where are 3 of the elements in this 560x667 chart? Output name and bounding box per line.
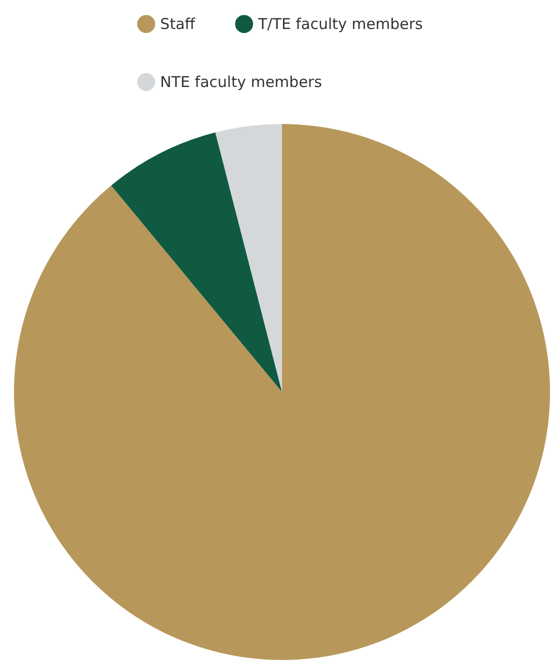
- legend-label: NTE faculty members: [160, 73, 322, 91]
- legend-label: T/TE faculty members: [257, 15, 424, 33]
- legend-label: Staff: [160, 15, 196, 33]
